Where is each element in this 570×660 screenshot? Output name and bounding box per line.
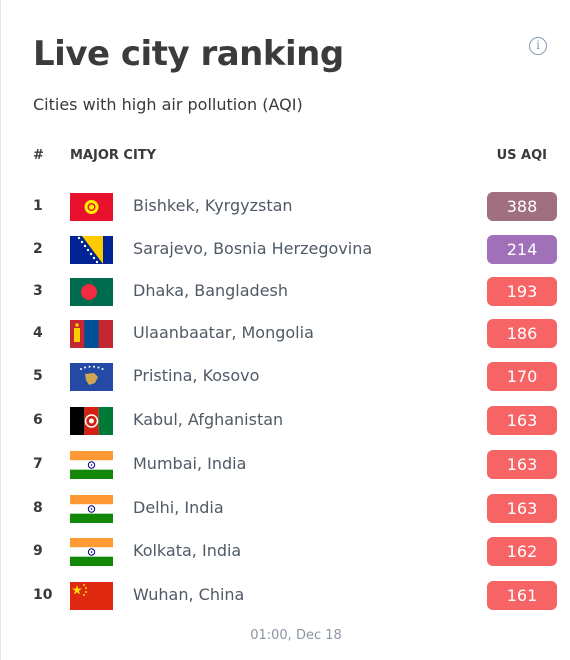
afghanistan-flag-icon (70, 407, 113, 435)
aqi-badge: 163 (487, 406, 557, 435)
india-flag-icon (70, 538, 113, 566)
rank-number: 3 (33, 283, 43, 299)
rank-number: 2 (33, 241, 43, 257)
city-name[interactable]: Dhaka, Bangladesh (133, 281, 289, 300)
city-column-header: MAJOR CITY (70, 148, 157, 163)
city-name[interactable]: Kolkata, India (133, 541, 242, 560)
table-row[interactable]: 6 Kabul, Afghanistan 163 (1, 404, 570, 438)
page-subtitle: Cities with high air pollution (AQI) (33, 95, 303, 114)
city-name[interactable]: Pristina, Kosovo (133, 366, 260, 385)
rank-number: 6 (33, 412, 43, 428)
table-row[interactable]: 5 Pristina, Kosovo 170 (1, 360, 570, 394)
aqi-badge: 161 (487, 581, 557, 610)
aqi-badge: 186 (487, 319, 557, 348)
rank-number: 5 (33, 368, 43, 384)
city-name[interactable]: Bishkek, Kyrgyzstan (133, 196, 293, 215)
aqi-badge: 214 (487, 235, 557, 264)
india-flag-icon (70, 451, 113, 479)
rank-number: 8 (33, 500, 43, 516)
table-header: # MAJOR CITY US AQI (1, 148, 570, 166)
rank-number: 7 (33, 456, 43, 472)
page-title: Live city ranking (33, 34, 344, 74)
table-row[interactable]: 4 Ulaanbaatar, Mongolia 186 (1, 317, 570, 351)
city-name[interactable]: Delhi, India (133, 498, 224, 517)
city-name[interactable]: Ulaanbaatar, Mongolia (133, 323, 314, 342)
aqi-badge: 163 (487, 450, 557, 479)
updated-timestamp: 01:00, Dec 18 (250, 628, 342, 643)
bangladesh-flag-icon (70, 278, 113, 306)
rank-number: 10 (33, 587, 53, 603)
aqi-badge: 170 (487, 362, 557, 391)
bosnia-flag-icon (70, 236, 113, 264)
rank-column-header: # (33, 148, 44, 163)
table-row[interactable]: 8 Delhi, India 163 (1, 492, 570, 526)
city-name[interactable]: Wuhan, China (133, 585, 245, 604)
kyrgyzstan-flag-icon (70, 193, 113, 221)
city-name[interactable]: Sarajevo, Bosnia Herzegovina (133, 239, 373, 258)
table-row[interactable]: 10 Wuhan, China 161 (1, 579, 570, 613)
city-name[interactable]: Kabul, Afghanistan (133, 410, 284, 429)
aqi-badge: 193 (487, 277, 557, 306)
india-flag-icon (70, 495, 113, 523)
table-row[interactable]: 9 Kolkata, India 162 (1, 535, 570, 569)
city-name[interactable]: Mumbai, India (133, 454, 247, 473)
table-row[interactable]: 3 Dhaka, Bangladesh 193 (1, 275, 570, 309)
rank-number: 9 (33, 543, 43, 559)
table-row[interactable]: 1 Bishkek, Kyrgyzstan 388 (1, 190, 570, 224)
aqi-badge: 162 (487, 537, 557, 566)
table-row[interactable]: 7 Mumbai, India 163 (1, 448, 570, 482)
info-icon[interactable]: i (529, 37, 547, 55)
china-flag-icon (70, 582, 113, 610)
table-row[interactable]: 2 Sarajevo, Bosnia Herzegovina 214 (1, 233, 570, 267)
kosovo-flag-icon (70, 363, 113, 391)
rank-number: 1 (33, 198, 43, 214)
aqi-badge: 388 (487, 192, 557, 221)
aqi-column-header: US AQI (496, 148, 547, 163)
mongolia-flag-icon (70, 320, 113, 348)
aqi-badge: 163 (487, 494, 557, 523)
rank-number: 4 (33, 325, 43, 341)
